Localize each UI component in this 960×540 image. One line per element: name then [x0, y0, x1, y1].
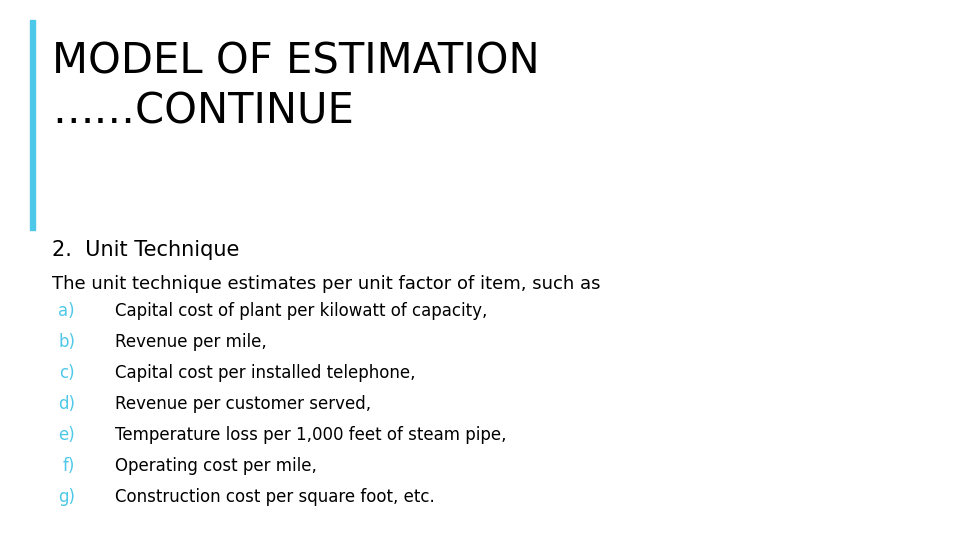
- Text: Revenue per mile,: Revenue per mile,: [115, 333, 267, 351]
- Text: ……CONTINUE: ……CONTINUE: [52, 90, 354, 132]
- Text: MODEL OF ESTIMATION: MODEL OF ESTIMATION: [52, 40, 540, 82]
- Text: e): e): [59, 426, 75, 444]
- Text: b): b): [58, 333, 75, 351]
- Text: d): d): [58, 395, 75, 413]
- Text: Temperature loss per 1,000 feet of steam pipe,: Temperature loss per 1,000 feet of steam…: [115, 426, 507, 444]
- Text: Revenue per customer served,: Revenue per customer served,: [115, 395, 372, 413]
- Text: a): a): [59, 302, 75, 320]
- Text: Capital cost per installed telephone,: Capital cost per installed telephone,: [115, 364, 416, 382]
- Bar: [30, 20, 35, 230]
- Text: Operating cost per mile,: Operating cost per mile,: [115, 457, 317, 475]
- Text: g): g): [58, 488, 75, 506]
- Text: Capital cost of plant per kilowatt of capacity,: Capital cost of plant per kilowatt of ca…: [115, 302, 488, 320]
- Text: The unit technique estimates per unit factor of item, such as: The unit technique estimates per unit fa…: [52, 275, 601, 293]
- Text: c): c): [60, 364, 75, 382]
- Text: 2.  Unit Technique: 2. Unit Technique: [52, 240, 239, 260]
- Text: f): f): [62, 457, 75, 475]
- Text: Construction cost per square foot, etc.: Construction cost per square foot, etc.: [115, 488, 435, 506]
